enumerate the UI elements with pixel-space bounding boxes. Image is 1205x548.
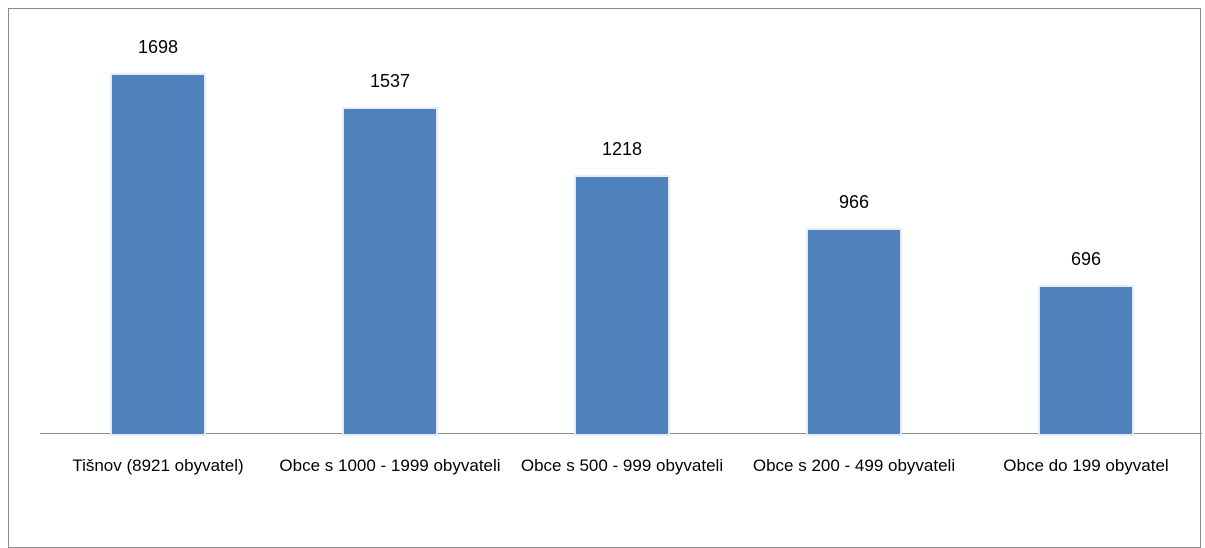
bar xyxy=(576,176,668,434)
data-label: 1537 xyxy=(369,71,411,92)
bar xyxy=(1040,286,1132,434)
bar xyxy=(112,75,204,434)
x-tick-label: Obce s 1000 - 1999 obyvateli xyxy=(279,456,501,475)
data-label: 696 xyxy=(1070,248,1102,269)
x-tick-label: Obce do 199 obyvatel xyxy=(1003,456,1169,475)
data-label: 1698 xyxy=(137,37,179,58)
page: (() => { const data = JSON.parse(documen… xyxy=(8,8,1202,548)
bar xyxy=(344,109,436,434)
data-label: 966 xyxy=(838,191,870,212)
bar xyxy=(808,229,900,434)
x-tick-label: Obce s 500 - 999 obyvateli xyxy=(520,456,724,475)
data-label: 1218 xyxy=(601,138,643,159)
x-tick-label: Obce s 200 - 499 obyvateli xyxy=(752,456,956,475)
x-tick-label: Tišnov (8921 obyvatel) xyxy=(72,456,244,475)
